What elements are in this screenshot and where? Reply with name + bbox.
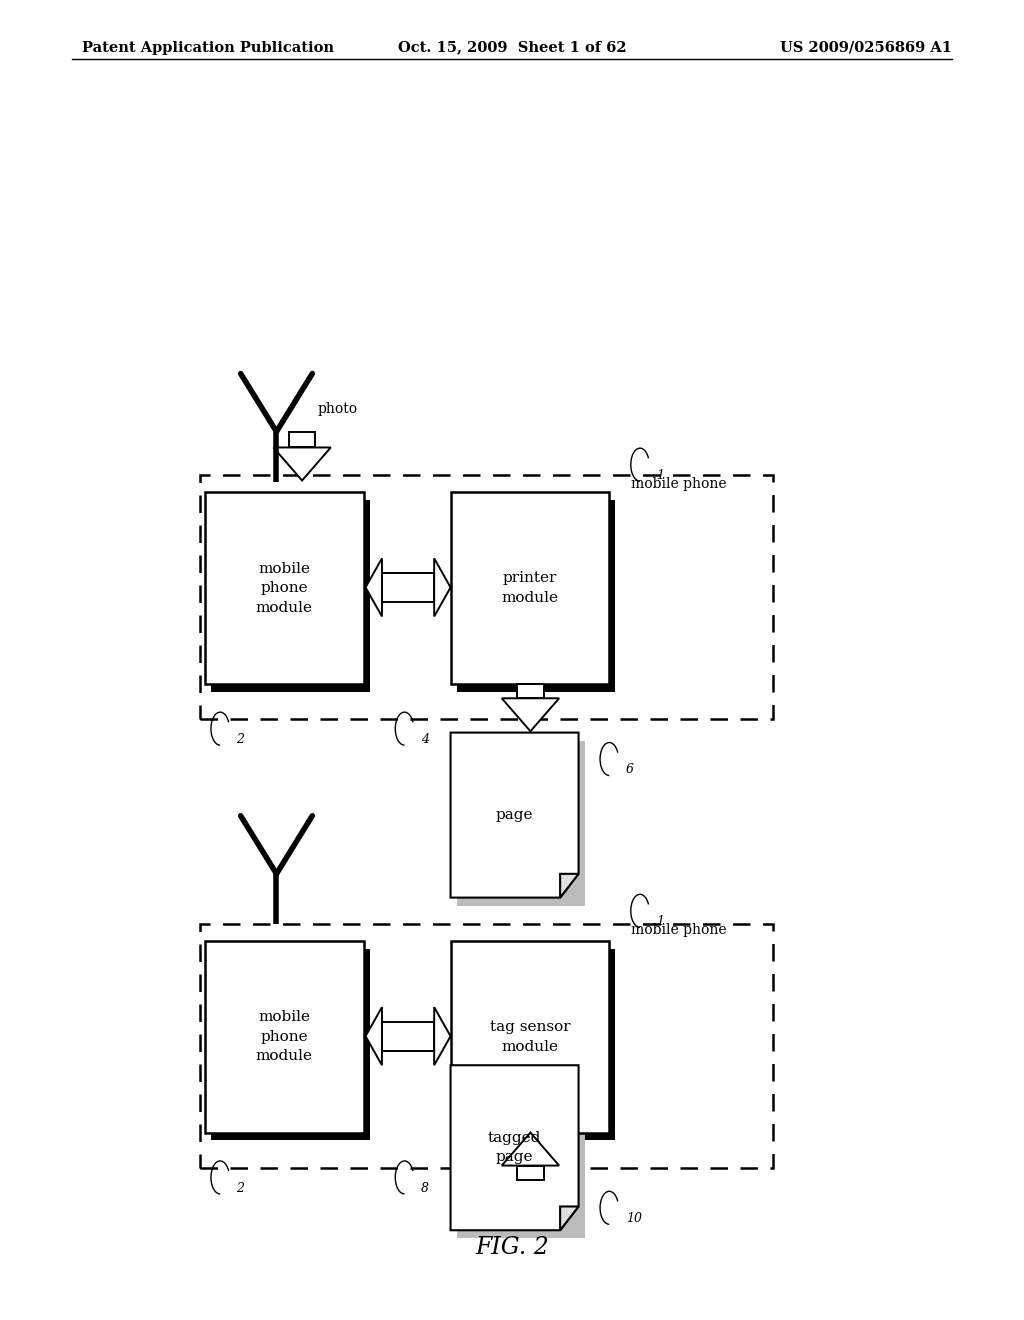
Bar [451, 492, 609, 684]
Bar [517, 684, 544, 698]
Text: mobile
phone
module: mobile phone module [256, 1010, 312, 1064]
Polygon shape [560, 1206, 579, 1230]
Polygon shape [434, 1007, 451, 1065]
Text: 2: 2 [237, 1181, 245, 1195]
Bar [382, 1022, 434, 1051]
Bar [289, 432, 315, 447]
Bar [517, 1166, 544, 1180]
Polygon shape [366, 558, 382, 616]
Text: mobile phone: mobile phone [632, 923, 727, 937]
Text: mobile phone: mobile phone [632, 477, 727, 491]
Polygon shape [434, 558, 451, 616]
Bar [457, 949, 615, 1140]
Text: 10: 10 [626, 1212, 642, 1225]
Polygon shape [502, 698, 559, 731]
Text: tagged
page: tagged page [487, 1131, 542, 1164]
Text: tag sensor
module: tag sensor module [489, 1020, 570, 1053]
Text: 8: 8 [421, 1181, 429, 1195]
Polygon shape [560, 874, 579, 898]
Polygon shape [451, 1065, 579, 1230]
Polygon shape [502, 1133, 559, 1166]
Polygon shape [366, 1007, 382, 1065]
Bar [200, 924, 773, 1168]
Text: Patent Application Publication: Patent Application Publication [82, 41, 334, 54]
Text: 4: 4 [421, 733, 429, 746]
Text: 2: 2 [237, 733, 245, 746]
Text: printer
module: printer module [502, 572, 558, 605]
Bar [205, 941, 364, 1133]
Text: FIG. 2: FIG. 2 [475, 1236, 549, 1259]
Polygon shape [451, 733, 579, 898]
Bar [205, 492, 364, 684]
Text: photo: photo [317, 401, 357, 416]
Polygon shape [273, 447, 331, 480]
Bar [200, 475, 773, 719]
Bar [382, 573, 434, 602]
Bar [451, 941, 609, 1133]
Text: US 2009/0256869 A1: US 2009/0256869 A1 [780, 41, 952, 54]
Bar [457, 500, 615, 692]
Text: page: page [496, 808, 534, 822]
Bar [211, 949, 370, 1140]
Bar [457, 741, 585, 906]
Bar [457, 1073, 585, 1238]
Text: 1: 1 [656, 469, 665, 482]
Bar [211, 500, 370, 692]
Text: 1: 1 [656, 915, 665, 928]
Text: 6: 6 [626, 763, 634, 776]
Text: mobile
phone
module: mobile phone module [256, 561, 312, 615]
Text: FIG. 1: FIG. 1 [475, 789, 549, 813]
Text: Oct. 15, 2009  Sheet 1 of 62: Oct. 15, 2009 Sheet 1 of 62 [397, 41, 627, 54]
